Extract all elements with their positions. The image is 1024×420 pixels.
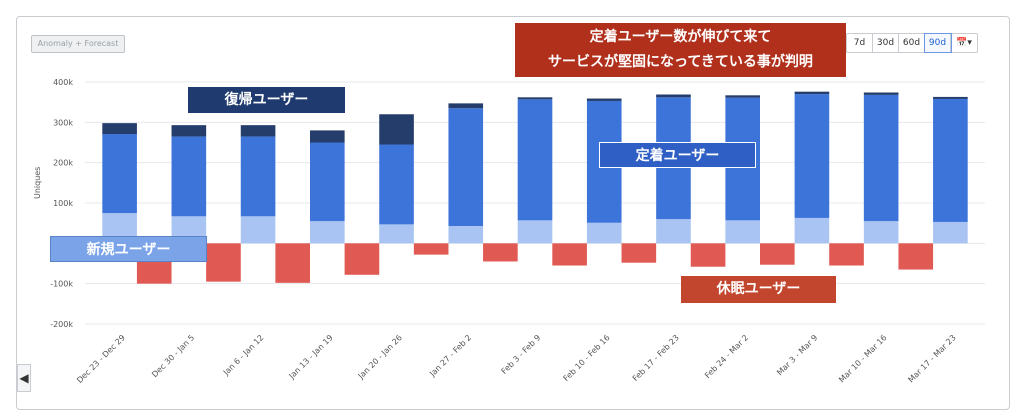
bar-new <box>933 221 968 244</box>
bar-dormant <box>690 243 726 267</box>
y-tick-label: 100k <box>53 199 73 208</box>
bar-returning <box>863 92 899 95</box>
x-tick-label: Jan 13 - Jan 19 <box>287 333 335 381</box>
scroll-left-arrow[interactable]: ◀ <box>17 364 31 392</box>
y-tick-label: -100k <box>50 280 73 289</box>
bar-dormant <box>413 243 449 255</box>
range-60d-button[interactable]: 60d <box>899 34 925 52</box>
bar-new <box>240 216 276 244</box>
bar-retained <box>240 136 276 217</box>
bar-dormant <box>344 243 380 275</box>
bar-new <box>448 225 484 244</box>
bar-dormant <box>621 243 657 263</box>
x-tick-label: Mar 3 - Mar 9 <box>775 333 819 377</box>
bar-retained <box>310 142 345 222</box>
bar-new <box>794 217 830 244</box>
bar-returning <box>725 95 760 98</box>
x-tick-label: Feb 17 - Feb 23 <box>631 333 681 383</box>
y-tick-label: 300k <box>53 118 73 127</box>
annotation-returning-users: 復帰ユーザー <box>188 87 345 113</box>
bar-retained <box>171 136 207 217</box>
bar-dormant <box>275 243 310 283</box>
bar-retained <box>448 108 484 226</box>
range-7d-button[interactable]: 7d <box>847 34 873 52</box>
bar-dormant <box>898 243 934 270</box>
bar-returning <box>102 123 137 135</box>
bar-new <box>656 219 691 244</box>
bar-dormant <box>829 243 864 266</box>
bar-new <box>517 220 553 244</box>
bar-dormant <box>760 243 795 265</box>
bar-retained <box>517 99 553 221</box>
x-tick-label: Dec 30 - Jan 5 <box>150 333 196 379</box>
bar-returning <box>379 114 414 145</box>
x-tick-label: Jan 6 - Jan 12 <box>221 333 266 378</box>
bar-returning <box>656 94 691 98</box>
bar-returning <box>448 103 484 109</box>
bar-retained <box>863 94 899 222</box>
bar-retained <box>933 98 968 222</box>
x-tick-label: Feb 10 - Feb 16 <box>562 333 612 383</box>
bar-retained <box>379 144 414 225</box>
bar-new <box>379 224 414 244</box>
headline-line-2: サービスが堅固になってきている事が判明 <box>548 54 813 70</box>
bar-returning <box>171 125 207 137</box>
headline-line-1: 定着ユーザー数が伸びて来て <box>589 29 772 45</box>
bar-returning <box>517 97 553 100</box>
y-axis-label: Uniques <box>33 167 42 199</box>
bar-returning <box>794 91 830 95</box>
anomaly-forecast-button[interactable]: Anomaly + Forecast <box>31 35 125 53</box>
bar-returning <box>240 125 276 137</box>
bar-dormant <box>206 243 241 282</box>
bar-returning <box>586 98 622 101</box>
annotation-retained-users: 定着ユーザー <box>599 142 756 168</box>
bar-new <box>725 220 760 244</box>
bar-returning <box>310 130 345 143</box>
bar-retained <box>102 134 137 214</box>
bar-dormant <box>552 243 587 266</box>
x-tick-label: Jan 20 - Jan 26 <box>356 333 404 381</box>
bar-dormant <box>483 243 518 262</box>
bar-retained <box>794 94 830 218</box>
x-tick-label: Feb 3 - Feb 9 <box>500 333 543 376</box>
y-tick-label: 200k <box>53 159 73 168</box>
bar-new <box>863 221 899 244</box>
calendar-icon[interactable]: 📅▾ <box>956 38 972 48</box>
range-30d-button[interactable]: 30d <box>873 34 899 52</box>
annotation-new-users: 新規ユーザー <box>50 236 207 262</box>
date-range-selector: 7d 30d 60d 90d 📅▾ <box>846 33 978 53</box>
x-tick-label: Mar 17 - Mar 23 <box>906 333 957 384</box>
x-tick-label: Feb 24 - Mar 2 <box>703 333 750 380</box>
bar-returning <box>933 96 968 99</box>
y-tick-label: 400k <box>53 78 73 87</box>
bar-new <box>586 222 622 244</box>
bar-new <box>310 221 345 244</box>
annotation-headline: 定着ユーザー数が伸びて来て サービスが堅固になってきている事が判明 <box>515 23 846 77</box>
x-tick-label: Mar 10 - Mar 16 <box>837 333 888 384</box>
x-tick-label: Jan 27 - Feb 2 <box>427 333 473 379</box>
range-90d-button[interactable]: 90d <box>924 33 952 53</box>
y-tick-label: -200k <box>50 320 73 329</box>
x-tick-label: Dec 23 - Dec 29 <box>75 333 127 385</box>
annotation-dormant-users: 休眠ユーザー <box>681 276 836 303</box>
